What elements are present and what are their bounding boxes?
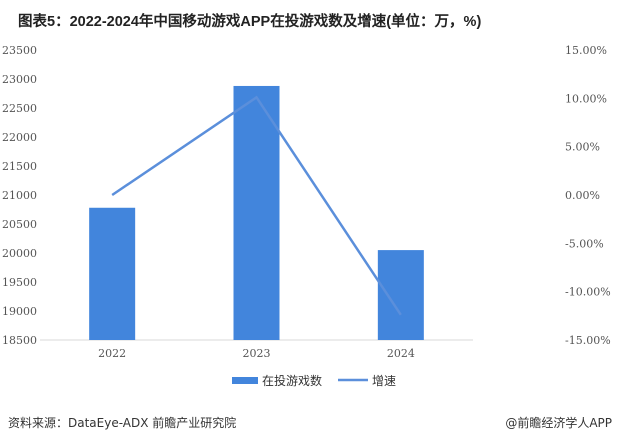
right-axis-tick: 15.00%: [565, 44, 607, 57]
left-axis-tick: 19500: [2, 276, 37, 289]
left-axis-tick: 22500: [2, 102, 37, 115]
chart: 23500 23000 22500 22000 21500 21000 20500 20000…: [2, 44, 611, 388]
left-axis-tick: 20000: [2, 247, 37, 260]
legend-bar-swatch: [232, 377, 258, 384]
left-axis-tick: 23000: [2, 73, 37, 86]
brand-label: @前瞻经济学人APP: [505, 416, 612, 430]
legend-line-label: 增速: [372, 374, 396, 388]
legend-bar-label: 在投游戏数: [262, 373, 322, 388]
left-axis-tick: 18500: [2, 334, 37, 347]
x-axis-tick: 2023: [243, 347, 271, 360]
right-axis-tick: -10.00%: [565, 286, 611, 299]
source-note: 资料来源：DataEye-ADX 前瞻产业研究院: [8, 416, 237, 430]
bar-2024: [377, 250, 424, 340]
right-axis-tick: 5.00%: [565, 141, 600, 154]
right-axis-tick: -5.00%: [565, 237, 604, 250]
right-axis-tick: -15.00%: [565, 334, 611, 347]
x-axis-tick: 2022: [98, 347, 126, 360]
left-axis-tick: 20500: [2, 218, 37, 231]
left-axis-tick: 21500: [2, 160, 37, 173]
left-axis-tick: 21000: [2, 189, 37, 202]
right-axis-tick: 0.00%: [565, 189, 600, 202]
left-axis-tick: 22000: [2, 131, 37, 144]
left-axis-tick: 19000: [2, 305, 37, 318]
bar-2022: [89, 207, 136, 340]
bar-2023: [233, 85, 280, 341]
x-axis-tick: 2024: [387, 347, 415, 360]
left-axis-tick: 23500: [2, 44, 37, 57]
chart-title: 图表5：2022-2024年中国移动游戏APP在投游戏数及增速(单位：万，%): [18, 14, 482, 30]
right-axis-tick: 10.00%: [565, 92, 607, 105]
